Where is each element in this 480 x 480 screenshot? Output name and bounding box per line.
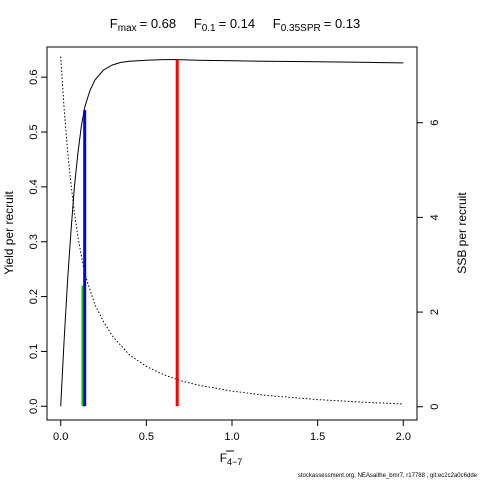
y2-tick-label: 0 xyxy=(429,404,441,410)
y-axis-right: 0 2 4 6 xyxy=(416,120,441,410)
plot-frame xyxy=(46,46,418,421)
y-tick-label: 0.4 xyxy=(28,179,40,194)
y-tick-label: 0.5 xyxy=(28,124,40,139)
x-tick-label: 2.0 xyxy=(396,431,411,443)
fmax-value: = 0.68 xyxy=(140,16,177,31)
y-tick-label: 0.0 xyxy=(28,399,40,414)
y-axis-label: Yield per recruit xyxy=(2,191,16,275)
fmax-subscript: max xyxy=(118,23,137,34)
y-axis-left: 0.0 0.1 0.2 0.3 0.4 0.5 0.6 xyxy=(28,70,48,414)
f01-subscript: 0.1 xyxy=(202,23,216,34)
y2-axis-label: SSB per recruit xyxy=(455,192,469,274)
fspr-subscript: 0.35SPR xyxy=(281,23,321,34)
x-axis-label: F4−7 xyxy=(220,451,243,467)
chart-title: Fmax = 0.68 F0.1 = 0.14 F0.35SPR = 0.13 xyxy=(110,16,361,34)
ssb-per-recruit-curve xyxy=(60,56,404,405)
series-group xyxy=(60,56,404,407)
x-axis: 0.0 0.5 1.0 1.5 2.0 xyxy=(53,419,411,443)
f01-value: = 0.14 xyxy=(219,16,256,31)
y-tick-label: 0.6 xyxy=(28,70,40,85)
y-tick-label: 0.2 xyxy=(28,289,40,304)
fmax-label: F xyxy=(110,16,118,31)
fspr-value: = 0.13 xyxy=(324,16,361,31)
y2-tick-label: 4 xyxy=(429,214,441,220)
y-tick-label: 0.3 xyxy=(28,234,40,249)
f01-label: F xyxy=(194,16,202,31)
y2-tick-label: 6 xyxy=(429,120,441,126)
y2-tick-label: 2 xyxy=(429,309,441,315)
y-tick-label: 0.1 xyxy=(28,344,40,359)
x-tick-label: 0.5 xyxy=(139,431,154,443)
x-tick-label: 1.5 xyxy=(310,431,325,443)
yield-per-recruit-curve xyxy=(60,59,404,407)
footer-source: stockassessment.org, NEAsaithe_bmr7, r17… xyxy=(298,473,478,479)
x-tick-label: 1.0 xyxy=(224,431,239,443)
fspr-label: F xyxy=(273,16,281,31)
x-tick-label: 0.0 xyxy=(53,431,68,443)
x-axis-label-main: F xyxy=(220,451,227,465)
reference-lines-group xyxy=(81,59,179,407)
x-axis-label-sub: 4−7 xyxy=(227,457,242,467)
